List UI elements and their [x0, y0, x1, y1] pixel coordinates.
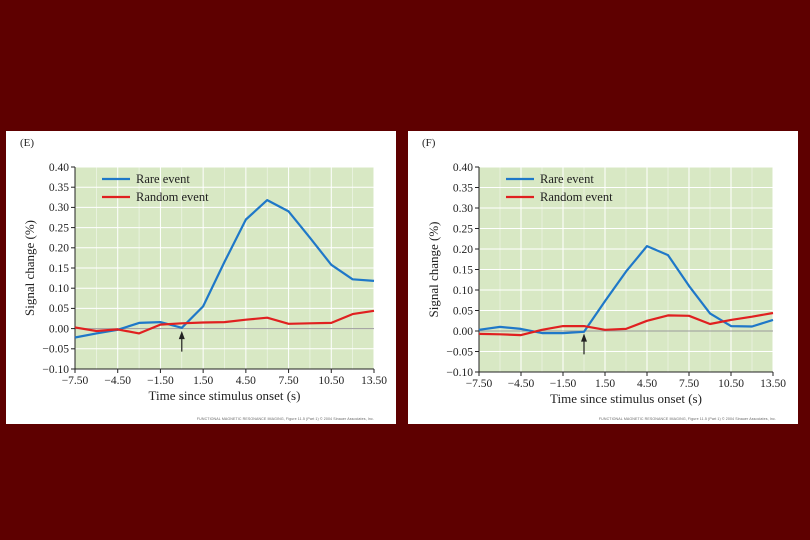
figure-credit: FUNCTIONAL MAGNETIC RESONANCE IMAGING, F… [598, 417, 776, 421]
x-tick-label: −7.50 [466, 378, 493, 390]
series-line-random-event [74, 309, 375, 335]
stimulus-arrow-icon [178, 331, 185, 352]
x-axis-title: Time since stimulus onset (s) [550, 391, 702, 406]
chart-panel-e: (E) 0.40 0.35 0.30 0.25 0.20 0.15 0.10 0.05 0.00… [6, 131, 396, 424]
x-tick-label: 1.50 [193, 375, 213, 387]
chart-e: 0.40 0.35 0.30 0.25 0.20 0.15 0.10 0.05 0.00 −0.0… [22, 162, 387, 403]
x-tick-label: 13.50 [361, 375, 387, 387]
x-tick-label: 7.50 [279, 375, 299, 387]
y-tick-label: 0.05 [49, 303, 69, 315]
x-tick-label: 7.50 [679, 378, 699, 390]
x-tick-label: −4.50 [508, 378, 535, 390]
chart-f: 0.40 0.35 0.30 0.25 0.20 0.15 0.10 0.05 0.00 −0.0… [426, 162, 786, 406]
y-axis-title: Signal change (%) [22, 220, 37, 316]
x-tick-label: 10.50 [718, 378, 744, 390]
y-tick-label: 0.20 [453, 244, 473, 256]
x-tick-label: −4.50 [104, 375, 131, 387]
y-tick-label: −0.05 [42, 344, 69, 356]
panel-label: (E) [20, 137, 35, 149]
y-tick-label: 0.10 [453, 285, 473, 297]
y-tick-label: 0.35 [453, 182, 473, 194]
x-tick-label: −1.50 [550, 378, 577, 390]
series-line-rare-event [74, 198, 375, 339]
legend: Rare event Random event [506, 172, 613, 204]
y-tick-label: −0.05 [446, 346, 473, 358]
legend-label: Random event [540, 190, 613, 204]
y-tick-label: 0.30 [453, 203, 473, 215]
x-tick-label: −7.50 [62, 375, 89, 387]
y-tick-label: −0.10 [42, 364, 69, 376]
legend-label: Random event [136, 190, 209, 204]
x-tick-label: −1.50 [147, 375, 174, 387]
y-tick-label: 0.30 [49, 202, 69, 214]
y-tick-label: 0.35 [49, 182, 69, 194]
y-tick-label: 0.15 [49, 263, 69, 275]
legend: Rare event Random event [102, 172, 209, 204]
x-axis-title: Time since stimulus onset (s) [149, 388, 301, 403]
x-tick-label: 4.50 [236, 375, 256, 387]
panel-label: (F) [422, 137, 436, 149]
y-tick-label: 0.25 [453, 223, 473, 235]
y-tick-label: 0.00 [453, 326, 473, 338]
figure-credit: FUNCTIONAL MAGNETIC RESONANCE IMAGING, F… [196, 417, 374, 421]
y-tick-label: 0.15 [453, 264, 473, 276]
y-tick-label: 0.40 [453, 162, 473, 174]
x-tick-label: 13.50 [760, 378, 786, 390]
x-tick-label: 10.50 [318, 375, 344, 387]
legend-label: Rare event [540, 172, 594, 186]
y-axis-title: Signal change (%) [426, 221, 441, 317]
y-tick-label: 0.00 [49, 323, 69, 335]
x-tick-label: 1.50 [595, 378, 615, 390]
chart-panel-f: (F) 0.40 0.35 0.30 0.25 0.20 0.15 0.10 0.05 0.00… [408, 131, 798, 424]
stimulus-arrow-icon [581, 333, 587, 355]
y-tick-label: 0.40 [49, 162, 69, 174]
y-tick-label: 0.05 [453, 305, 473, 317]
y-tick-label: 0.25 [49, 222, 69, 234]
legend-label: Rare event [136, 172, 190, 186]
y-tick-label: 0.20 [49, 243, 69, 255]
x-tick-label: 4.50 [637, 378, 657, 390]
series-line-random-event [478, 311, 774, 337]
y-tick-label: 0.10 [49, 283, 69, 295]
y-tick-label: −0.10 [446, 367, 473, 379]
